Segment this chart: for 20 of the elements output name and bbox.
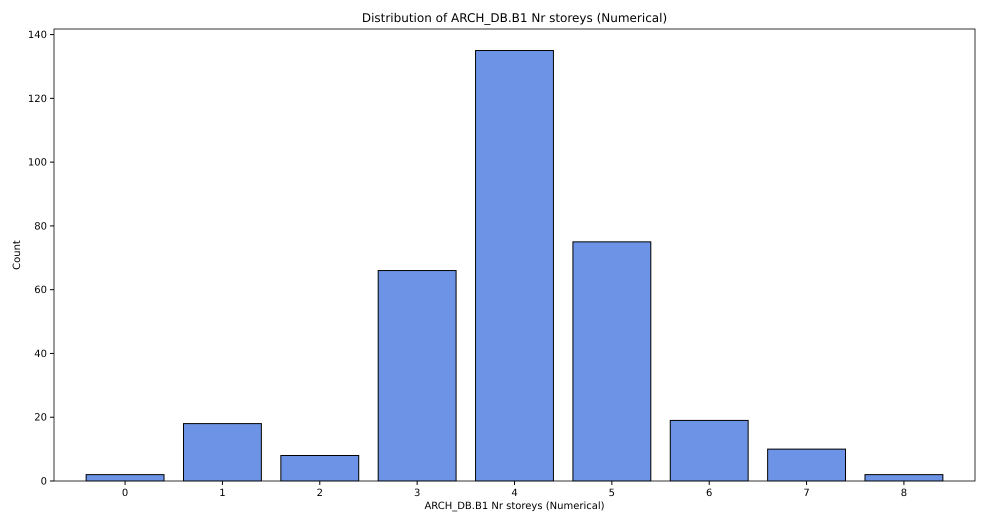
y-axis-title: Count xyxy=(12,240,23,270)
y-tick-label: 120 xyxy=(28,94,47,105)
x-tick-label: 0 xyxy=(122,488,128,499)
chart-title: Distribution of ARCH_DB.B1 Nr storeys (Numerical) xyxy=(362,11,668,25)
x-tick-label: 5 xyxy=(608,488,616,499)
y-tick-label: 20 xyxy=(34,412,47,424)
x-tick-label: 8 xyxy=(900,488,908,499)
x-tick-label: 2 xyxy=(316,488,323,499)
x-axis-title: ARCH_DB.B1 Nr storeys (Numerical) xyxy=(424,501,605,512)
x-tick-label: 3 xyxy=(414,488,420,499)
y-tick-label: 60 xyxy=(34,285,47,296)
x-tick-label: 7 xyxy=(803,488,810,499)
y-tick-label: 0 xyxy=(40,476,47,488)
y-tick-label: 100 xyxy=(28,158,47,169)
y-tick-label: 40 xyxy=(34,348,47,360)
y-tick-label: 140 xyxy=(28,30,47,42)
x-tick-label: 1 xyxy=(219,488,226,499)
x-tick-label: 6 xyxy=(706,488,712,499)
y-tick-label: 80 xyxy=(34,221,47,232)
x-tick-label: 4 xyxy=(511,488,518,499)
